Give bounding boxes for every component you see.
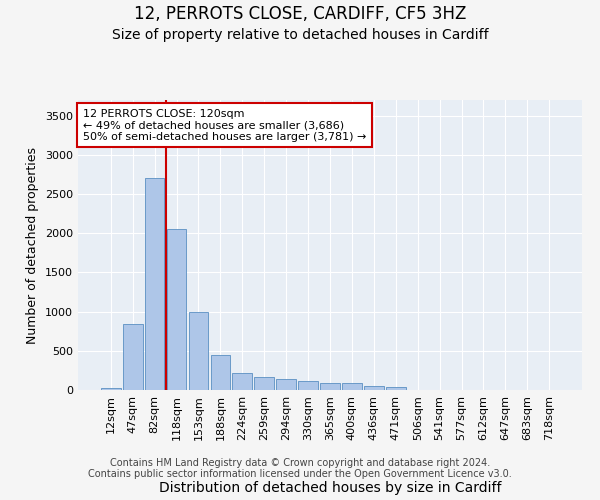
Bar (386, 388, 406, 390)
Bar (101, 388, 121, 390)
Bar (276, 379, 296, 390)
Text: Contains HM Land Registry data © Crown copyright and database right 2024.
Contai: Contains HM Land Registry data © Crown c… (88, 458, 512, 479)
Bar (254, 376, 274, 390)
Bar (188, 312, 208, 390)
Bar (364, 386, 384, 390)
Bar (145, 178, 164, 390)
Bar (342, 384, 362, 390)
Bar (298, 380, 318, 390)
Bar (232, 373, 252, 390)
Y-axis label: Number of detached properties: Number of detached properties (26, 146, 40, 344)
Text: Distribution of detached houses by size in Cardiff: Distribution of detached houses by size … (159, 481, 501, 495)
Text: Size of property relative to detached houses in Cardiff: Size of property relative to detached ho… (112, 28, 488, 42)
Bar (211, 354, 230, 390)
Bar (167, 230, 187, 390)
Text: 12, PERROTS CLOSE, CARDIFF, CF5 3HZ: 12, PERROTS CLOSE, CARDIFF, CF5 3HZ (134, 5, 466, 23)
Text: 12 PERROTS CLOSE: 120sqm
← 49% of detached houses are smaller (3,686)
50% of sem: 12 PERROTS CLOSE: 120sqm ← 49% of detach… (83, 108, 367, 142)
Bar (123, 324, 143, 390)
Bar (320, 382, 340, 390)
